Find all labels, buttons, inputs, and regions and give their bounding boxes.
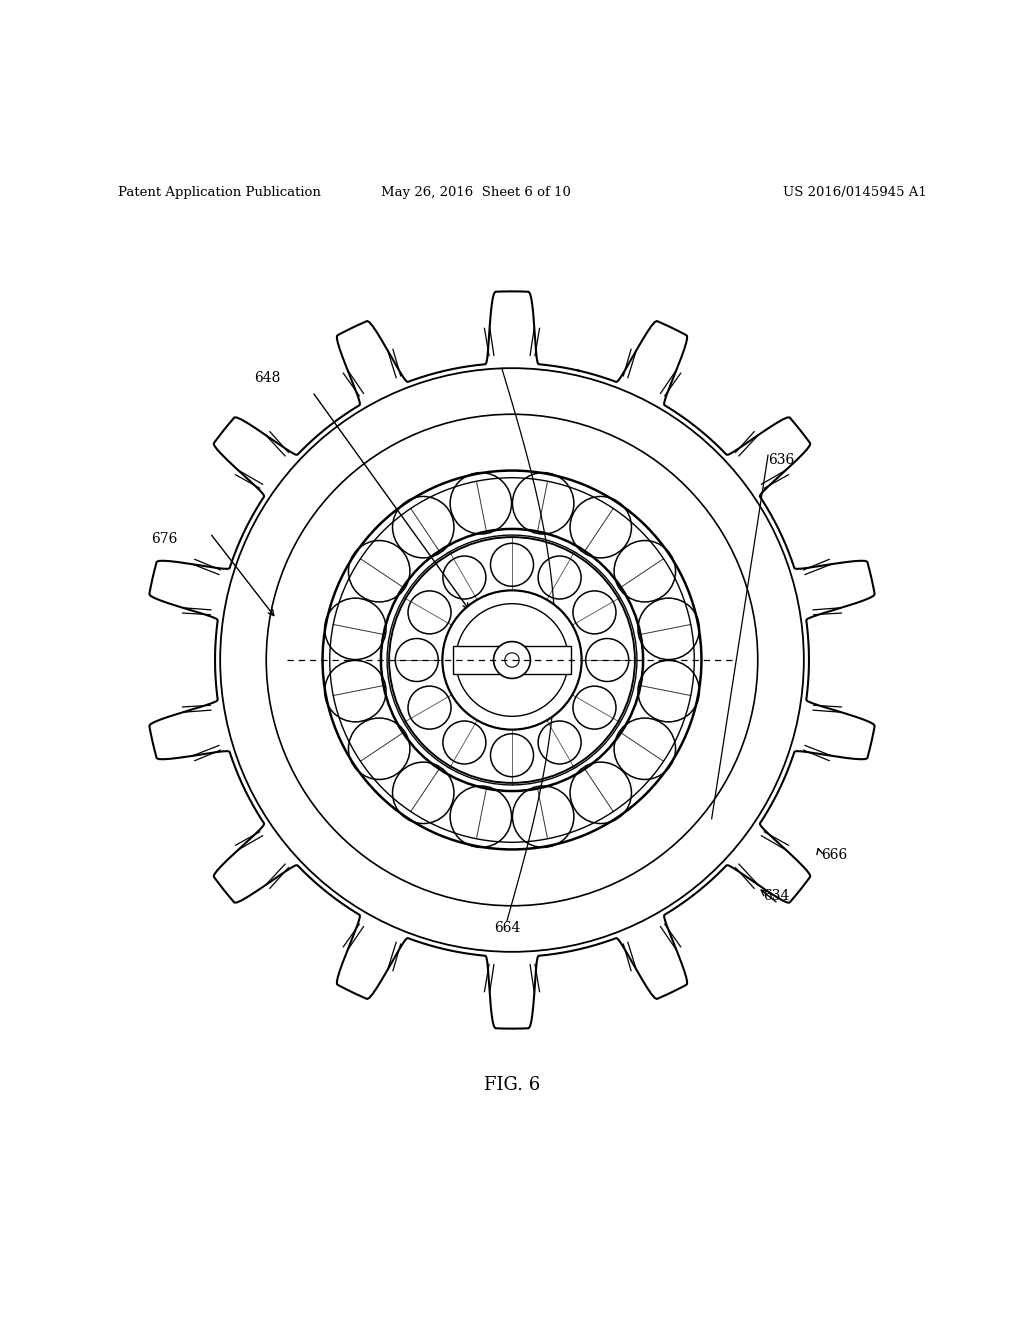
Text: 636: 636: [768, 453, 795, 467]
Text: FIG. 6: FIG. 6: [484, 1076, 540, 1094]
Bar: [453, 645, 571, 675]
Text: 666: 666: [821, 847, 848, 862]
Circle shape: [442, 590, 582, 730]
Circle shape: [505, 653, 519, 667]
Circle shape: [494, 642, 530, 678]
Text: 634: 634: [763, 888, 790, 903]
Text: Patent Application Publication: Patent Application Publication: [118, 186, 321, 198]
Text: 648: 648: [254, 371, 281, 385]
Text: US 2016/0145945 A1: US 2016/0145945 A1: [783, 186, 927, 198]
Text: May 26, 2016  Sheet 6 of 10: May 26, 2016 Sheet 6 of 10: [381, 186, 571, 198]
Text: 676: 676: [152, 532, 178, 546]
Text: 664: 664: [494, 921, 520, 936]
